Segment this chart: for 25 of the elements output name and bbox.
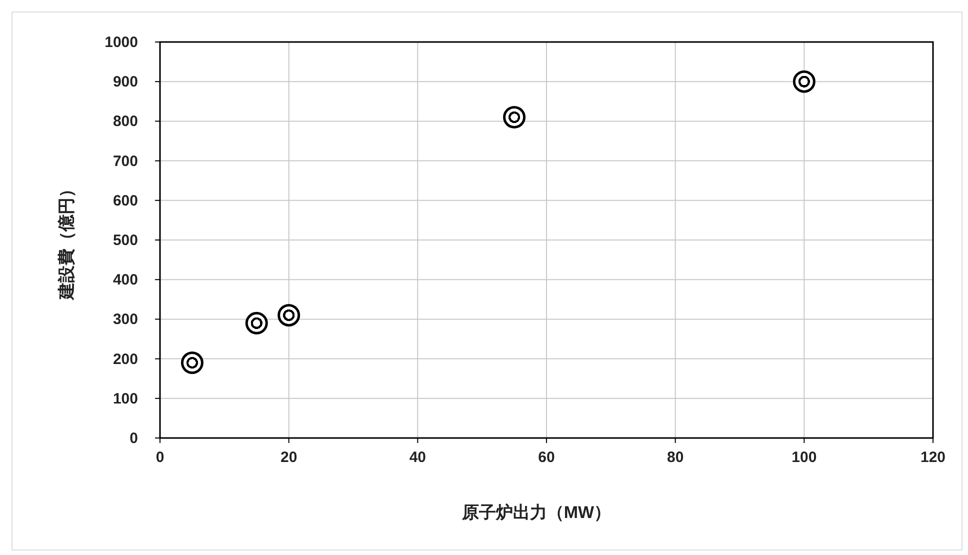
point [245,312,268,334]
x-tick-label: 0 [156,449,164,466]
x-tick-label: 20 [280,449,298,466]
point [180,352,204,374]
y-tick-label: 600 [112,192,138,210]
y-tick-label: 1000 [104,34,138,51]
x-tick-label: 80 [666,449,684,466]
y-tick-label: 500 [112,232,138,249]
y-axis-title: 建設費（億円） [57,180,76,302]
x-tick-label: 40 [409,449,426,466]
y-tick-label: 400 [112,272,138,289]
y-tick-label: 900 [112,74,138,91]
x-tick-label: 60 [538,449,555,466]
y-tick-label: 200 [112,350,138,368]
y-tick-label: 800 [112,113,138,130]
point [278,304,300,326]
y-tick-label: 0 [130,430,138,447]
y-tick-label: 300 [112,311,138,328]
y-tick-label: 100 [112,390,138,408]
y-tick-label: 700 [112,152,138,170]
x-tick-label: 100 [792,449,817,466]
x-axis-title: 原子炉出力（MW） [460,503,612,522]
point [792,70,816,93]
point [503,106,526,128]
x-tick-label: 120 [920,449,946,466]
